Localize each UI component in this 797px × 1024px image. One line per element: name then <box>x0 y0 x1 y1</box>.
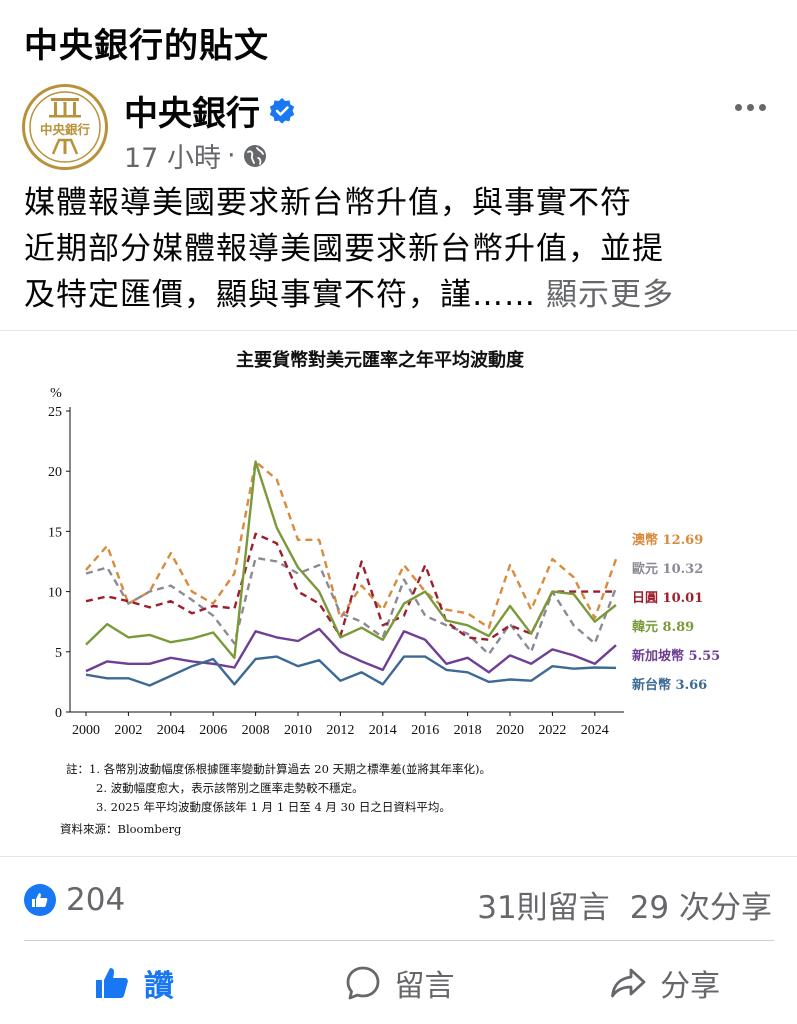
page-header: 中央銀行的貼文 <box>24 26 269 66</box>
series-line-日圓 <box>85 532 617 641</box>
y-tick-label: 25 <box>48 405 62 420</box>
x-tick-label: 2000 <box>72 723 100 738</box>
x-tick-label: 2010 <box>284 723 312 738</box>
divider <box>0 856 797 857</box>
post-text: 媒體報導美國要求新台幣升值，與事實不符 近期部分媒體報導美國要求新台幣升值，並提… <box>24 180 774 318</box>
y-tick-label: 0 <box>55 706 62 721</box>
like-button[interactable]: 讚 <box>0 950 266 1016</box>
x-tick-label: 2002 <box>114 723 142 738</box>
comment-icon <box>346 966 379 1000</box>
divider <box>0 330 797 331</box>
share-icon <box>611 968 646 998</box>
chart-series-labels: 澳幣 12.69 歐元 10.32 日圓 10.01 韓元 8.89 新加坡幣 5.55… <box>632 532 720 693</box>
x-tick-label: 2020 <box>496 723 524 738</box>
avatar[interactable]: 中央銀行 <box>22 84 108 170</box>
series-line-歐元 <box>85 556 618 656</box>
comment-button[interactable]: 留言 <box>266 950 532 1016</box>
x-tick-label: 2022 <box>538 723 566 738</box>
share-label: 分享 <box>660 969 721 1004</box>
see-more-link[interactable]: 顯示更多 <box>546 277 674 313</box>
series-line-韓元 <box>85 460 617 659</box>
post-meta: 17 小時 · <box>124 136 268 175</box>
x-tick-label: 2008 <box>242 723 270 738</box>
dot-icon <box>758 103 766 111</box>
y-axis-label: % <box>50 386 62 401</box>
x-tick-label: 2012 <box>326 723 354 738</box>
author: 中央銀行 <box>124 86 296 135</box>
thumbs-up-icon <box>95 968 128 998</box>
y-tick-label: 20 <box>48 465 62 480</box>
author-name[interactable]: 中央銀行 <box>124 94 260 134</box>
thumbs-up-glyph-icon <box>32 893 48 907</box>
like-count[interactable]: 204 <box>66 882 126 918</box>
post-line-2: 近期部分媒體報導美國要求新台幣升值，並提 <box>24 231 664 267</box>
globe-icon[interactable] <box>242 143 268 169</box>
post-line-1: 媒體報導美國要求新台幣升值，與事實不符 <box>24 185 632 221</box>
central-bank-logo-icon: 中央銀行 <box>29 91 101 163</box>
thumbs-up-icon[interactable] <box>24 884 56 916</box>
meta-separator: · <box>226 140 236 171</box>
y-tick-label: 5 <box>55 646 62 661</box>
series-line-新加坡幣 <box>85 627 617 674</box>
chart-axes: 0 5 10 15 20 25 2000 2002 2004 2006 2008 2010 2012 20… <box>48 405 624 738</box>
post-image[interactable]: 主要貨幣對美元匯率之年平均波動度 % 0 5 10 15 20 25 2000 2002 200… <box>0 331 797 855</box>
dot-icon <box>746 103 754 111</box>
series-label-新台幣: 新台幣 3.66 <box>632 677 707 693</box>
post-line-3: 及特定匯價，顯與事實不符，謹…… 顯示更多 <box>24 272 774 318</box>
comment-count[interactable]: 31則留言 <box>477 890 610 926</box>
post-line-3-text: 及特定匯價，顯與事實不符，謹…… <box>24 277 536 313</box>
share-count[interactable]: 29 次分享 <box>629 890 772 926</box>
series-label-韓元: 韓元 8.89 <box>632 619 694 635</box>
y-tick-label: 10 <box>48 586 62 601</box>
series-label-新加坡幣: 新加坡幣 5.55 <box>632 648 720 664</box>
comment-label: 留言 <box>394 969 455 1004</box>
chart-note-1: 註：1. 各幣別波動幅度係根據匯率變動計算過去 20 天期之標準差(並將其年率化… <box>66 762 491 776</box>
x-tick-label: 2004 <box>157 723 185 738</box>
series-label-歐元: 歐元 10.32 <box>632 561 703 577</box>
engagement-counts: 31則留言 29 次分享 <box>477 882 772 927</box>
series-line-新台幣 <box>85 655 617 687</box>
like-label: 讚 <box>143 969 174 1004</box>
chart-series <box>85 460 618 687</box>
verified-badge-icon <box>269 97 295 124</box>
svg-text:中央銀行: 中央銀行 <box>40 122 91 137</box>
chart-source: 資料來源：Bloomberg <box>60 822 182 836</box>
x-tick-label: 2016 <box>411 723 439 738</box>
volatility-chart: 主要貨幣對美元匯率之年平均波動度 % 0 5 10 15 20 25 2000 2002 200… <box>48 349 720 836</box>
chart-title: 主要貨幣對美元匯率之年平均波動度 <box>236 349 525 371</box>
more-options-button[interactable] <box>728 92 772 122</box>
series-label-澳幣: 澳幣 12.69 <box>632 532 703 548</box>
x-tick-label: 2024 <box>581 723 609 738</box>
series-line-澳幣 <box>85 460 618 629</box>
share-button[interactable]: 分享 <box>531 950 797 1016</box>
series-label-日圓: 日圓 10.01 <box>632 591 703 606</box>
reaction-stats: 204 31則留言 29 次分享 <box>24 880 774 927</box>
chart-note-2: 2. 波動幅度愈大，表示該幣別之匯率走勢較不穩定。 <box>96 781 364 795</box>
x-tick-label: 2006 <box>199 723 227 738</box>
divider <box>24 940 774 941</box>
action-bar: 讚 留言 分享 <box>0 950 797 1016</box>
dot-icon <box>734 103 742 111</box>
post-time[interactable]: 17 小時 <box>124 143 221 174</box>
chart-note-3: 3. 2025 年平均波動度係該年 1 月 1 日至 4 月 30 日之日資料平… <box>96 800 451 814</box>
y-tick-label: 15 <box>48 525 62 540</box>
x-tick-label: 2018 <box>454 723 482 738</box>
post-header: 中央銀行 中央銀行 17 小時 · <box>22 84 782 174</box>
x-tick-label: 2014 <box>369 723 397 738</box>
